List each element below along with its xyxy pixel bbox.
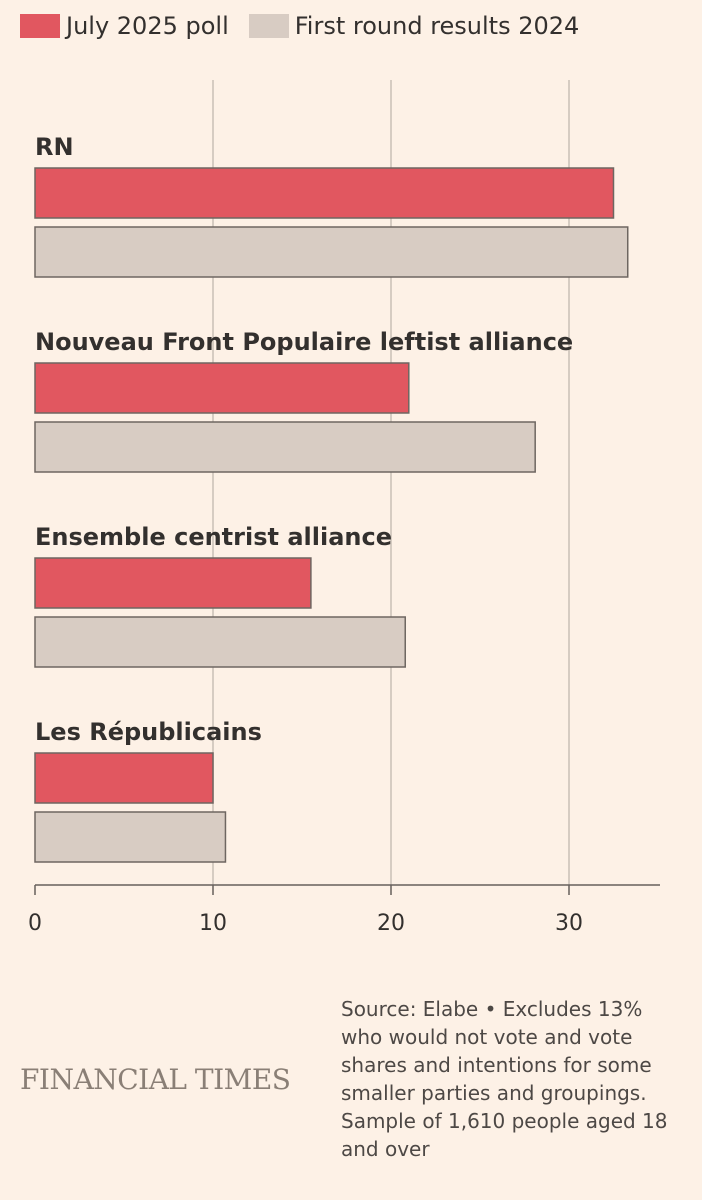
legend-item-results: First round results 2024 xyxy=(248,12,580,40)
legend-label-results: First round results 2024 xyxy=(294,12,580,40)
bar-2-0 xyxy=(34,557,312,609)
x-tick-label-0: 0 xyxy=(28,911,42,936)
bar-3-0 xyxy=(34,752,214,804)
category-label-1: Nouveau Front Populaire leftist alliance xyxy=(35,328,573,356)
bar-1-1 xyxy=(34,421,536,473)
bar-1-0 xyxy=(34,362,410,414)
category-label-3: Les Républicains xyxy=(35,718,262,746)
legend-swatch-results xyxy=(248,14,289,38)
legend-item-poll: July 2025 poll xyxy=(20,12,229,40)
x-tick-label-20: 20 xyxy=(377,911,405,936)
ft-logo: FINANCIAL TIMES xyxy=(20,1063,291,1096)
category-label-2: Ensemble centrist alliance xyxy=(35,523,392,551)
x-tick-label-10: 10 xyxy=(199,911,227,936)
legend-label-poll: July 2025 poll xyxy=(66,12,229,40)
bar-0-1 xyxy=(34,226,629,278)
legend-swatch-poll xyxy=(20,14,60,38)
bar-3-1 xyxy=(34,811,227,863)
category-label-0: RN xyxy=(35,133,74,161)
x-tick-label-30: 30 xyxy=(555,911,583,936)
bar-2-1 xyxy=(34,616,406,668)
bar-chart: RN Nouveau Front Populaire leftist allian… xyxy=(28,80,660,936)
legend: July 2025 poll First round results 2024 xyxy=(20,12,599,40)
bar-0-0 xyxy=(34,167,615,219)
source-note: Source: Elabe • Excludes 13% who would n… xyxy=(341,997,668,1161)
